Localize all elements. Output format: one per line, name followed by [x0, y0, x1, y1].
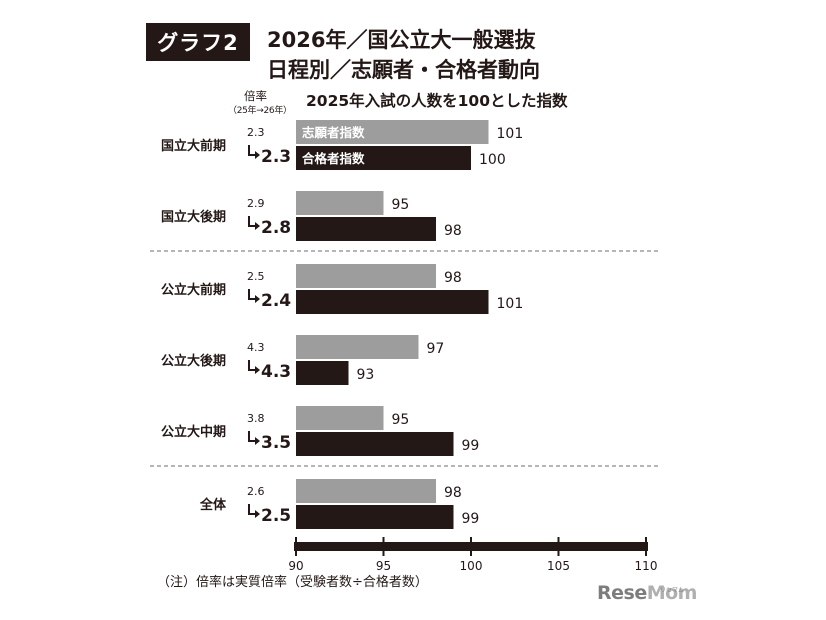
bar-value-label: 95	[392, 412, 410, 428]
ratio-2026-label: 2.4	[261, 291, 291, 311]
applicant-index-bar	[296, 406, 384, 430]
category-label: 全体	[199, 497, 227, 513]
ratio-arrow-icon	[248, 431, 256, 442]
x-axis: 90 95 100 105 110	[288, 537, 657, 573]
category-label: 公立大中期	[161, 424, 226, 440]
bar-value-label: 98	[444, 485, 462, 501]
category-label: 国立大後期	[161, 209, 226, 225]
ratio-2025-label: 4.3	[247, 341, 265, 354]
bar-value-label: 93	[357, 367, 375, 383]
passer-index-bar	[296, 361, 349, 385]
bar-value-label: 95	[392, 197, 410, 213]
legend-label: 志願者指数	[302, 125, 365, 140]
ratio-2025-label: 2.9	[247, 197, 265, 210]
bar-value-label: 98	[444, 223, 462, 239]
ratio-2025-label: 3.8	[247, 412, 265, 425]
passer-index-bar	[296, 505, 454, 529]
ratio-column-subheader: （25年→26年）	[228, 106, 292, 116]
logo-kana: リセマム	[660, 587, 685, 594]
chart-subtitle: 2025年入試の人数を100とした指数	[306, 92, 568, 110]
ratio-arrowhead-icon	[255, 151, 260, 159]
ratio-column-header: 倍率	[244, 89, 267, 103]
group-separators	[150, 250, 660, 467]
x-tick-label: 95	[376, 559, 391, 573]
ratio-2026-label: 2.5	[261, 506, 291, 526]
ratio-arrowhead-icon	[255, 510, 260, 518]
logo-text: ReseMom	[597, 582, 697, 604]
applicant-index-bar	[296, 120, 489, 144]
bar-value-label: 99	[462, 511, 480, 527]
ratio-2026-label: 3.5	[261, 433, 291, 453]
bar-value-label: 98	[444, 270, 462, 286]
category-label: 国立大前期	[161, 138, 226, 154]
applicant-index-bar	[296, 479, 436, 503]
ratio-arrowhead-icon	[255, 222, 260, 230]
ratio-2025-label: 2.6	[247, 485, 265, 498]
bar-value-label: 97	[427, 341, 445, 357]
ratio-arrow-icon	[248, 360, 256, 371]
ratio-arrow-icon	[248, 145, 256, 156]
ratio-arrow-icon	[248, 504, 256, 515]
passer-index-bar	[296, 290, 489, 314]
ratio-2026-label: 4.3	[261, 362, 291, 382]
x-tick-label: 100	[460, 559, 483, 573]
bar-value-label: 99	[462, 438, 480, 454]
bar-value-label: 100	[479, 152, 506, 168]
resemom-logo: ReseMom	[597, 582, 697, 604]
ratio-arrowhead-icon	[255, 437, 260, 445]
ratio-2026-label: 2.8	[261, 218, 291, 238]
ratio-arrow-icon	[248, 289, 256, 300]
applicant-index-bar	[296, 264, 436, 288]
applicant-index-bar	[296, 335, 419, 359]
bar-layer	[296, 120, 489, 529]
ratio-arrowhead-icon	[255, 366, 260, 374]
chart-badge: グラフ2	[146, 23, 250, 61]
chart-title-line1: 2026年／国公立大一般選抜	[267, 28, 536, 52]
ratio-2026-label: 2.3	[261, 147, 291, 167]
applicant-index-bar	[296, 191, 384, 215]
bar-value-label: 101	[497, 126, 524, 142]
chart-title-line2: 日程別／志願者・合格者動向	[267, 58, 540, 82]
ratio-2025-label: 2.3	[247, 126, 265, 139]
passer-index-bar	[296, 146, 471, 170]
category-label: 公立大後期	[161, 353, 226, 369]
x-tick-label: 105	[547, 559, 570, 573]
passer-index-bar	[296, 432, 454, 456]
bar-value-label: 101	[497, 296, 524, 312]
ratio-2025-label: 2.5	[247, 270, 265, 283]
passer-index-bar	[296, 217, 436, 241]
x-tick-label: 90	[288, 559, 303, 573]
ratio-arrow-icon	[248, 216, 256, 227]
category-label: 公立大前期	[161, 282, 226, 298]
legend-label: 合格者指数	[302, 151, 365, 166]
x-tick-label: 110	[635, 559, 658, 573]
ratio-arrowhead-icon	[255, 295, 260, 303]
footnote: （注）倍率は実質倍率（受験者数÷合格者数）	[157, 575, 428, 590]
